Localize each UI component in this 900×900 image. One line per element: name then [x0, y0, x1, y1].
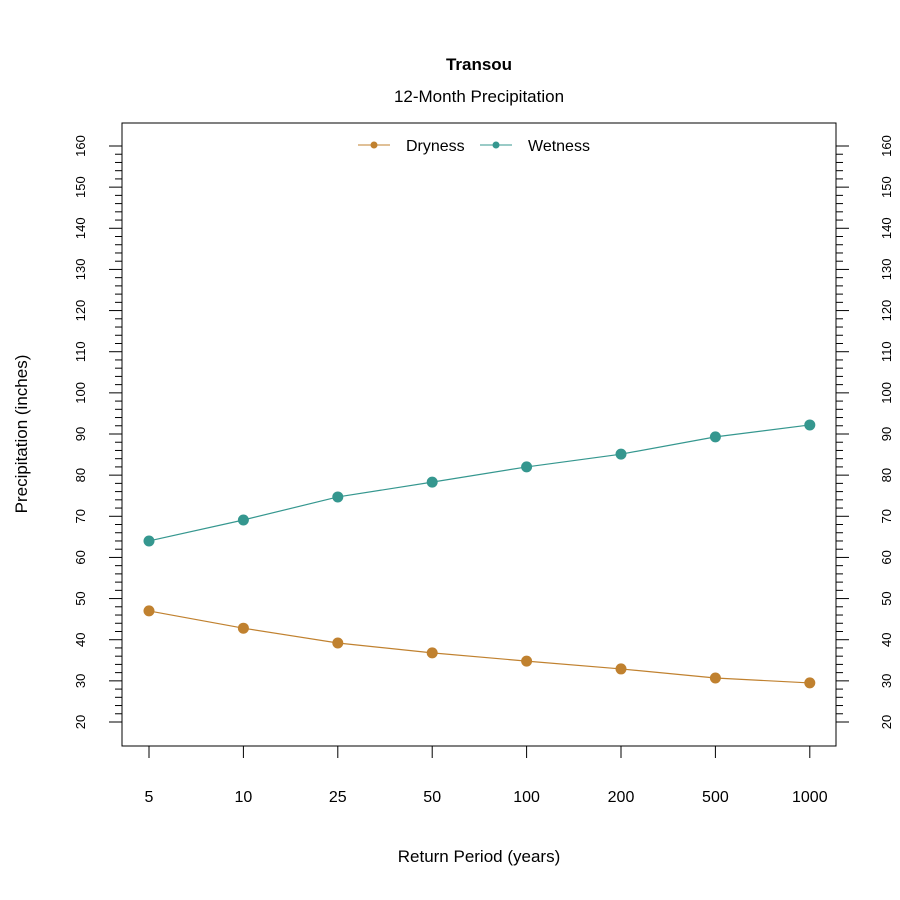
y-tick-label-right: 100 — [879, 382, 894, 404]
y-tick-label-right: 70 — [879, 509, 894, 523]
y-tick-label-left: 30 — [73, 674, 88, 688]
point-dryness — [615, 663, 627, 675]
y-tick-label-right: 140 — [879, 217, 894, 239]
legend: Dryness Wetness — [358, 138, 590, 155]
x-axis-label: Return Period (years) — [398, 847, 561, 866]
y-tick-label-left: 100 — [73, 382, 88, 404]
y-tick-label-right: 110 — [879, 341, 894, 362]
chart-subtitle: 12-Month Precipitation — [394, 87, 564, 106]
legend-label: Dryness — [406, 138, 465, 155]
x-tick-label: 100 — [513, 789, 540, 806]
legend-marker — [370, 141, 378, 149]
y-tick-label-left: 160 — [73, 135, 88, 157]
series-line-wetness — [148, 424, 810, 542]
y-tick-label-right: 150 — [879, 176, 894, 198]
point-dryness — [709, 672, 721, 684]
x-tick-label: 50 — [423, 789, 441, 806]
point-wetness — [615, 448, 627, 460]
point-wetness — [521, 461, 533, 473]
y-tick-label-right: 40 — [879, 632, 894, 646]
x-tick-label: 5 — [145, 789, 154, 806]
point-wetness — [804, 419, 816, 431]
x-tick-label: 200 — [608, 789, 635, 806]
y-tick-label-left: 120 — [73, 300, 88, 322]
x-tick-label: 25 — [329, 789, 347, 806]
series-line-dryness — [148, 610, 810, 684]
point-wetness — [143, 535, 155, 547]
point-dryness — [426, 647, 438, 659]
point-wetness — [332, 491, 344, 503]
y-tick-label-left: 110 — [73, 341, 88, 362]
point-wetness — [426, 476, 438, 488]
y-tick-label-left: 20 — [73, 715, 88, 729]
x-tick-label: 10 — [235, 789, 253, 806]
plot-frame — [121, 122, 837, 747]
y-tick-label-left: 150 — [73, 176, 88, 198]
y-tick-label-left: 80 — [73, 468, 88, 482]
y-tick-label-right: 160 — [879, 135, 894, 157]
y-tick-label-right: 80 — [879, 468, 894, 482]
legend-label: Wetness — [528, 138, 590, 155]
y-axis-label: Precipitation (inches) — [12, 355, 31, 514]
point-dryness — [237, 622, 249, 634]
y-tick-label-left: 130 — [73, 259, 88, 281]
y-tick-label-left: 70 — [73, 509, 88, 523]
point-dryness — [332, 637, 344, 649]
chart-title: Transou — [446, 55, 512, 74]
y-tick-label-right: 120 — [879, 300, 894, 322]
y-tick-label-left: 40 — [73, 632, 88, 646]
y-tick-label-right: 50 — [879, 591, 894, 605]
y-tick-label-right: 60 — [879, 550, 894, 564]
y-tick-label-right: 130 — [879, 259, 894, 281]
y-tick-label-left: 60 — [73, 550, 88, 564]
point-wetness — [237, 514, 249, 526]
point-wetness — [709, 431, 721, 443]
x-tick-label: 500 — [702, 789, 729, 806]
y-tick-label-right: 30 — [879, 674, 894, 688]
y-tick-label-right: 90 — [879, 427, 894, 441]
y-tick-label-left: 50 — [73, 591, 88, 605]
y-tick-label-right: 20 — [879, 715, 894, 729]
point-dryness — [143, 605, 155, 617]
legend-marker — [492, 141, 500, 149]
x-tick-label: 1000 — [792, 789, 828, 806]
y-tick-label-left: 90 — [73, 427, 88, 441]
y-tick-label-left: 140 — [73, 217, 88, 239]
point-dryness — [521, 655, 533, 667]
point-dryness — [804, 677, 816, 689]
